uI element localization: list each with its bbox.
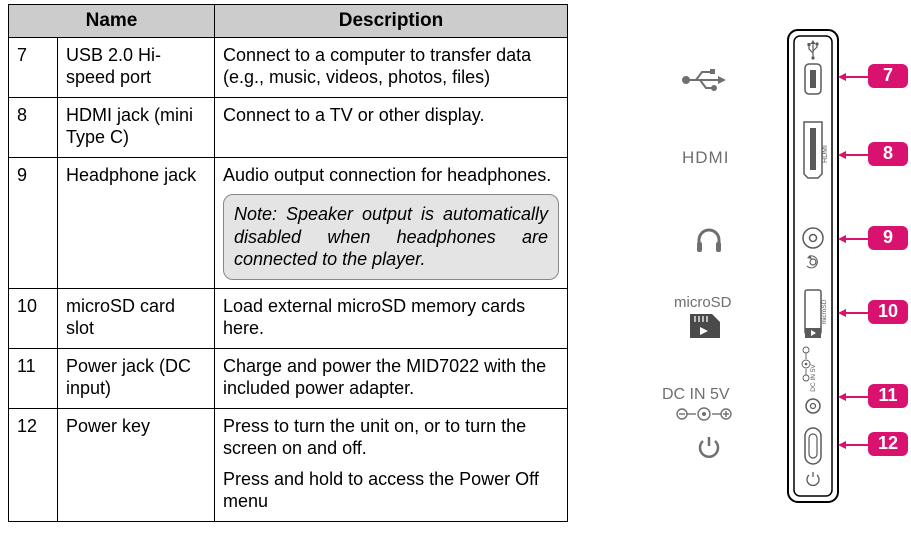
table-row: 10microSD card slotLoad external microSD… (9, 288, 568, 348)
callout-9: 9 (868, 226, 908, 250)
row-number: 7 (9, 37, 58, 97)
microsd-label: microSD (674, 294, 732, 311)
description-text: Connect to a computer to transfer data (… (223, 44, 559, 89)
svg-text:microSD: microSD (821, 299, 828, 324)
dcin-polarity-icon (674, 406, 734, 427)
svg-text:HDMI: HDMI (822, 145, 829, 163)
row-number: 12 (9, 408, 58, 521)
row-name: microSD card slot (58, 288, 215, 348)
dcin-label: DC IN 5V (662, 386, 730, 404)
callout-arrow (838, 232, 868, 250)
row-description: Connect to a TV or other display. (215, 97, 568, 157)
description-text: Charge and power the MID7022 with the in… (223, 355, 559, 400)
svg-text:DC IN 5V: DC IN 5V (810, 364, 817, 392)
table-row: 9Headphone jackAudio output connection f… (9, 157, 568, 288)
power-icon (696, 434, 722, 465)
row-number: 10 (9, 288, 58, 348)
row-name: Headphone jack (58, 157, 215, 288)
row-description: Connect to a computer to transfer data (… (215, 37, 568, 97)
row-name: HDMI jack (mini Type C) (58, 97, 215, 157)
description-text: Press and hold to access the Power Off m… (223, 468, 559, 513)
description-text: Press to turn the unit on, or to turn th… (223, 415, 559, 460)
ports-table: Name Description 7USB 2.0 Hi-speed portC… (8, 4, 568, 522)
note-box: Note: Speaker output is automati­cally d… (223, 194, 559, 280)
row-number: 8 (9, 97, 58, 157)
row-description: Charge and power the MID7022 with the in… (215, 348, 568, 408)
callout-11: 11 (868, 384, 908, 408)
callout-7: 7 (868, 64, 908, 88)
row-name: USB 2.0 Hi-speed port (58, 37, 215, 97)
callout-arrow (838, 390, 868, 408)
table-row: 8HDMI jack (mini Type C) Connect to a TV … (9, 97, 568, 157)
th-description: Description (215, 5, 568, 38)
headphone-icon (694, 224, 724, 259)
table-row: 12Power keyPress to turn the unit on, or… (9, 408, 568, 521)
row-name: Power jack (DC input) (58, 348, 215, 408)
device-side-diagram: HDMI microSD DC IN 5V HDMI microSD (620, 16, 900, 546)
row-number: 9 (9, 157, 58, 288)
callout-arrow (838, 438, 868, 456)
usb-icon (680, 66, 726, 99)
description-text: Load external microSD memory cards here. (223, 295, 559, 340)
table-row: 7USB 2.0 Hi-speed portConnect to a compu… (9, 37, 568, 97)
row-description: Load external microSD memory cards here. (215, 288, 568, 348)
table-row: 11Power jack (DC input)Charge and power … (9, 348, 568, 408)
row-number: 11 (9, 348, 58, 408)
description-text: Audio output connection for head­phones. (223, 164, 559, 187)
callout-arrow (838, 70, 868, 88)
row-description: Press to turn the unit on, or to turn th… (215, 408, 568, 521)
row-name: Power key (58, 408, 215, 521)
callout-10: 10 (868, 300, 908, 324)
hdmi-label: HDMI (682, 148, 729, 168)
description-text: Connect to a TV or other display. (223, 104, 559, 127)
row-description: Audio output connection for head­phones.… (215, 157, 568, 288)
th-name: Name (9, 5, 215, 38)
callout-arrow (838, 306, 868, 324)
callout-8: 8 (868, 142, 908, 166)
callout-arrow (838, 148, 868, 166)
microsd-icon (688, 312, 722, 345)
callout-12: 12 (868, 432, 908, 456)
